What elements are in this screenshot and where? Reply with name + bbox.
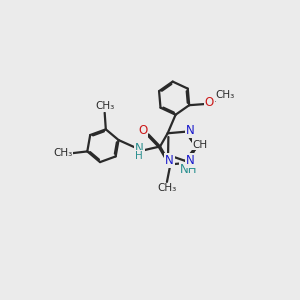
Text: N: N	[186, 154, 195, 167]
Text: CH: CH	[193, 140, 208, 150]
Text: CH₃: CH₃	[95, 101, 114, 111]
Text: N: N	[186, 124, 195, 137]
Text: N: N	[165, 154, 174, 166]
Text: CH₃: CH₃	[157, 183, 177, 194]
Text: O: O	[205, 96, 214, 109]
Text: CH₃: CH₃	[53, 148, 72, 158]
Text: NH: NH	[180, 163, 198, 176]
Text: H: H	[135, 151, 143, 161]
Text: O: O	[138, 124, 147, 137]
Text: CH₃: CH₃	[215, 90, 234, 100]
Text: N: N	[135, 142, 144, 155]
